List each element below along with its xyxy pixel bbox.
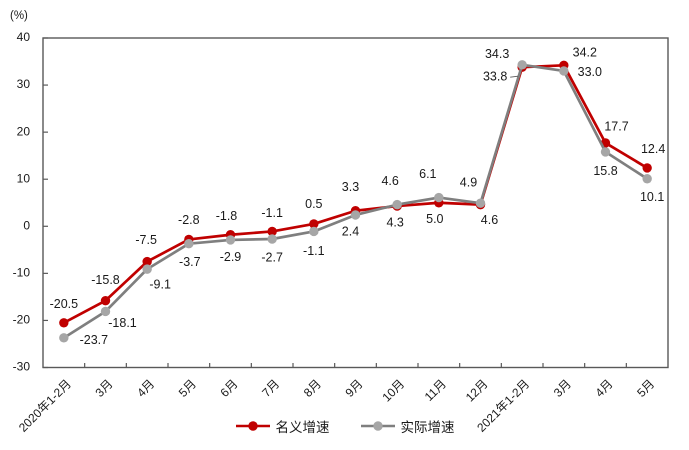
y-axis-tick-label: 40 (17, 30, 31, 44)
real-data-label: 33.0 (578, 65, 602, 79)
x-axis-label: 10月 (379, 377, 407, 405)
real-data-label: -2.9 (220, 250, 242, 264)
nominal-data-label: -15.8 (91, 273, 120, 287)
y-axis-unit-label: (%) (10, 10, 28, 22)
real-data-label: -9.1 (149, 277, 171, 291)
legend-label-nominal: 名义增速 (275, 420, 330, 435)
real-data-point-marker (559, 66, 569, 76)
nominal-data-label: -20.5 (50, 297, 79, 311)
real-data-label: -23.7 (80, 333, 109, 347)
legend-label-real: 实际增速 (400, 420, 455, 435)
nominal-data-point-marker (100, 295, 111, 306)
nominal-data-point-marker (309, 219, 319, 229)
real-data-label: 2.4 (342, 224, 359, 238)
nominal-data-label: 33.8 (483, 69, 507, 83)
real-data-point-marker (350, 210, 361, 220)
plot-border (42, 37, 669, 369)
real-data-point-marker (475, 198, 486, 208)
real-data-label: -18.1 (108, 316, 137, 330)
real-data-label: 4.9 (460, 176, 477, 190)
x-axis-label: 6月 (218, 377, 241, 400)
nominal-data-point-marker (642, 163, 652, 173)
real-data-point-marker (59, 333, 69, 343)
x-axis-label: 7月 (259, 377, 282, 400)
nominal-data-label: -1.1 (261, 206, 283, 220)
x-axis-label: 5月 (634, 377, 657, 400)
y-axis-tick-label: -20 (13, 313, 31, 327)
nominal-data-label: -2.8 (178, 213, 200, 227)
real-data-point-marker (225, 235, 236, 245)
y-axis-tick-label: -10 (13, 266, 31, 280)
nominal-series-swatch-icon (235, 421, 270, 431)
x-axis-label: 4月 (134, 377, 157, 400)
real-data-label: -1.1 (303, 244, 325, 258)
nominal-data-label: -1.8 (216, 209, 238, 223)
x-axis-label: 3月 (93, 377, 116, 400)
real-data-point-marker (600, 147, 611, 157)
x-axis-label: 4月 (593, 377, 616, 400)
real-data-point-marker (267, 234, 277, 244)
nominal-data-point-marker (142, 256, 152, 267)
real-data-point-marker (642, 174, 652, 184)
x-axis-label: 8月 (301, 377, 324, 400)
nominal-data-label: 4.6 (481, 213, 498, 227)
x-axis-label: 9月 (343, 377, 366, 400)
real-data-point-marker (309, 226, 319, 237)
real-data-point-marker (100, 306, 111, 317)
nominal-data-label: 17.7 (604, 119, 628, 133)
nominal-data-label: 5.0 (426, 212, 443, 226)
y-axis-tick-label: 0 (23, 218, 30, 232)
nominal-data-label: 4.3 (386, 215, 403, 229)
y-axis-tick-label: 30 (17, 77, 31, 91)
nominal-data-label: 3.3 (342, 180, 359, 194)
real-data-point-marker (184, 239, 194, 249)
nominal-data-label: 12.4 (641, 142, 665, 156)
nominal-data-point-marker (59, 318, 69, 328)
nominal-data-label: 34.2 (573, 46, 597, 60)
legend-item-real[interactable]: 实际增速 (360, 416, 455, 436)
y-axis-tick-label: 10 (17, 171, 31, 185)
x-axis-label: 11月 (422, 377, 449, 404)
real-data-label: 4.6 (381, 174, 398, 188)
y-axis-tick-label: 20 (17, 124, 31, 138)
nominal-data-point-marker (267, 226, 277, 237)
real-data-point-marker (392, 199, 402, 210)
real-data-point-marker (142, 264, 152, 274)
real-data-point-marker (517, 60, 527, 70)
data-label-leader-line (510, 75, 519, 78)
real-data-point-marker (434, 192, 444, 203)
real-data-label: 15.8 (593, 164, 617, 178)
x-axis-label: 12月 (463, 377, 491, 405)
y-axis-tick-label: -30 (13, 360, 31, 374)
real-data-label: 34.3 (485, 47, 509, 61)
real-data-label: -2.7 (261, 250, 283, 264)
nominal-data-label: -7.5 (135, 233, 157, 247)
real-series-swatch-icon (360, 421, 395, 431)
x-axis-label: 5月 (176, 377, 199, 400)
real-data-label: 10.1 (640, 190, 664, 204)
chart-legend: 名义增速 实际增速 (0, 416, 689, 436)
x-axis-label: 3月 (551, 377, 574, 400)
legend-item-nominal[interactable]: 名义增速 (235, 416, 330, 436)
real-data-label: -3.7 (179, 255, 201, 269)
real-data-label: 6.1 (419, 167, 436, 181)
nominal-data-label: 0.5 (305, 197, 322, 211)
real-growth-line (63, 63, 648, 339)
